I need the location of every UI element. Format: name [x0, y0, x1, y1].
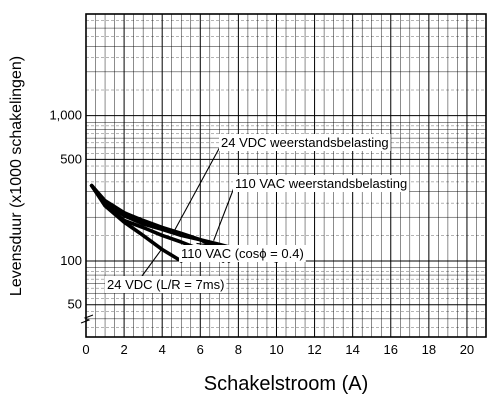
- series-label: 24 VDC (L/R = 7ms): [107, 277, 224, 292]
- tick-labels: 0 2 4 6 8 10 12 14 16 18 20 50 100 500 1,000: [49, 108, 474, 357]
- series-line: [89, 183, 183, 263]
- x-axis-title: Schakelstroom (A): [204, 373, 369, 395]
- x-tick-label: 2: [120, 342, 127, 357]
- series-label-background: [233, 175, 410, 192]
- y-axis-title: Levensduur (x1000 schakelingen): [8, 56, 25, 296]
- y-tick-label: 500: [60, 151, 82, 166]
- x-tick-label: 8: [235, 342, 242, 357]
- annotation-leader-line: [173, 144, 222, 233]
- y-tick-label: 100: [60, 253, 82, 268]
- annotation-leader-line: [141, 248, 163, 277]
- series-label: 110 VAC (cosϕ = 0.4): [181, 246, 304, 261]
- annotation-leader-line: [213, 184, 236, 241]
- axis-break-icon: [80, 314, 94, 324]
- x-tick-label: 0: [82, 342, 89, 357]
- y-tick-label: 50: [68, 297, 82, 312]
- x-tick-label: 16: [384, 342, 398, 357]
- y-tick-label: 1,000: [49, 108, 82, 123]
- series-label-background: [219, 134, 391, 151]
- x-tick-label: 14: [345, 342, 359, 357]
- series-label-background: [179, 245, 306, 262]
- x-tick-label: 20: [460, 342, 474, 357]
- x-tick-label: 4: [159, 342, 166, 357]
- x-tick-label: 12: [307, 342, 321, 357]
- x-tick-label: 18: [422, 342, 436, 357]
- x-tick-label: 6: [197, 342, 204, 357]
- series-label-background: [105, 276, 227, 293]
- series-label: 110 VAC weerstandsbelasting: [235, 176, 407, 191]
- x-tick-label: 10: [269, 342, 283, 357]
- series-label: 24 VDC weerstandsbelasting: [221, 135, 389, 150]
- annotation-labels: 24 VDC weerstandsbelasting 110 VAC weerst…: [105, 134, 410, 293]
